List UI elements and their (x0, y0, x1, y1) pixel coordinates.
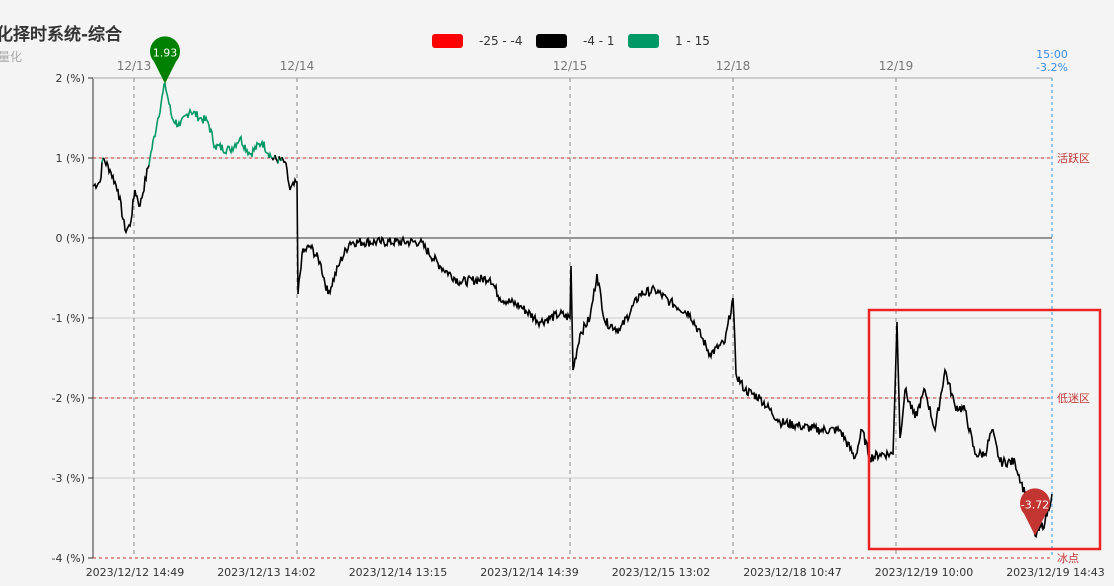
y-tick-label: 2 (%) (55, 72, 85, 85)
series-line-segment (281, 156, 1053, 539)
day-label: 12/15 (553, 59, 588, 73)
y-tick-label: -3 (%) (52, 472, 86, 485)
min-marker-label: -3.72 (1021, 499, 1049, 512)
highlight-box (867, 308, 1102, 551)
day-label: 12/14 (280, 59, 315, 73)
legend-label: -25 - -4 (479, 34, 523, 48)
legend-label: -4 - 1 (583, 34, 615, 48)
chart-subtitle: 量化 (0, 50, 23, 64)
day-label: 12/18 (716, 59, 751, 73)
day-label: 12/19 (879, 59, 914, 73)
legend-label: 1 - 15 (675, 34, 710, 48)
x-tick-label: 2023/12/19 14:43 (1006, 566, 1105, 579)
series-line-segment (92, 162, 103, 191)
mark-line-label: 活跃区 (1057, 151, 1090, 165)
y-tick-label: 1 (%) (55, 152, 85, 165)
max-marker-label: 1.93 (153, 47, 178, 60)
series-line-segment (148, 82, 273, 166)
y-tick-label: -2 (%) (52, 392, 86, 405)
y-tick-label: 0 (%) (55, 232, 85, 245)
x-tick-label: 2023/12/13 14:02 (217, 566, 316, 579)
x-tick-label: 2023/12/18 10:47 (743, 566, 842, 579)
legend-swatch (536, 34, 567, 48)
last-time-label: 15:00 (1036, 48, 1068, 61)
y-tick-label: -1 (%) (52, 312, 86, 325)
mark-line-label: 冰点 (1057, 552, 1079, 565)
series-line-segment (271, 157, 275, 161)
chart-title: 化择时系统-综合 (0, 25, 123, 45)
mark-line-label: 低迷区 (1057, 392, 1090, 405)
legend-swatch (628, 34, 659, 48)
max-marker (149, 36, 181, 84)
series-line-segment (102, 157, 150, 235)
min-marker (1020, 488, 1050, 536)
x-tick-label: 2023/12/15 13:02 (612, 566, 711, 579)
day-label: 12/13 (117, 59, 152, 73)
last-value-label: -3.2% (1036, 61, 1068, 74)
y-tick-label: -4 (%) (52, 552, 86, 565)
legend-swatch (432, 34, 463, 48)
x-tick-label: 2023/12/12 14:49 (86, 566, 185, 579)
x-tick-label: 2023/12/14 14:39 (480, 566, 579, 579)
x-tick-label: 2023/12/14 13:15 (349, 566, 448, 579)
x-tick-label: 2023/12/19 10:00 (875, 566, 974, 579)
